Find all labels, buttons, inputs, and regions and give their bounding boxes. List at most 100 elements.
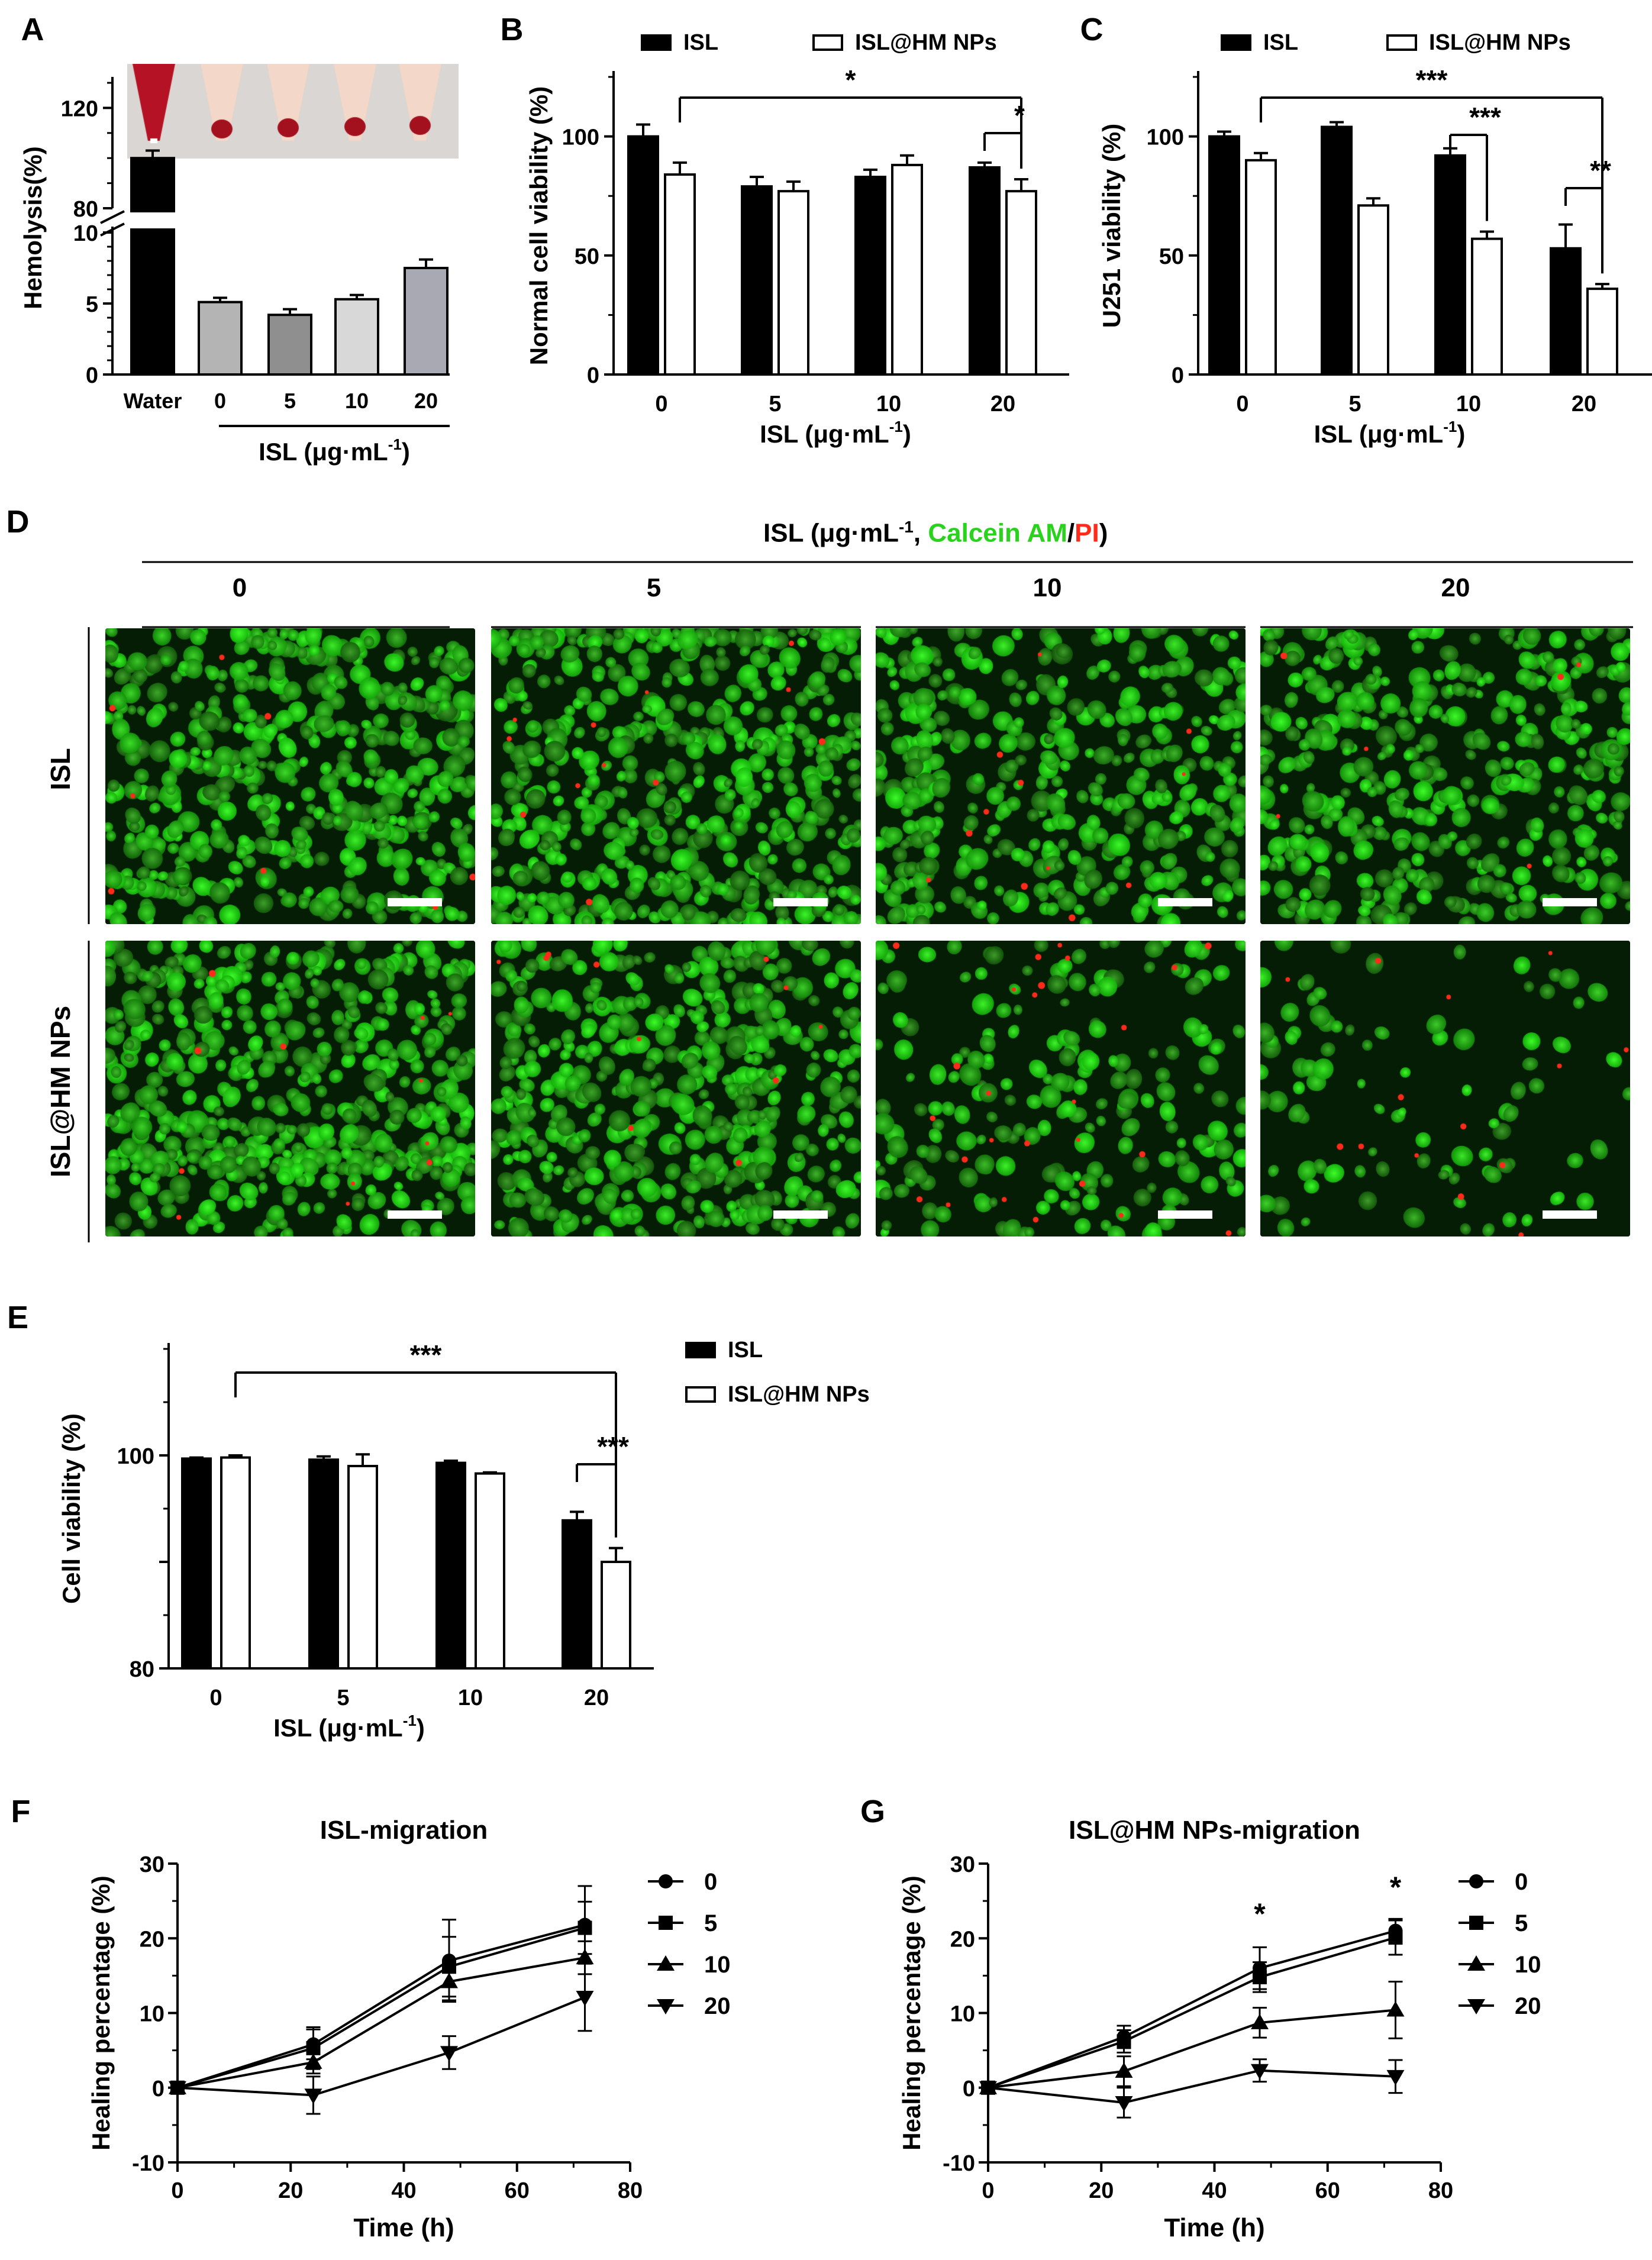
F-ytick-label: -10 <box>132 2151 164 2176</box>
E-sig-label: *** <box>597 1431 629 1462</box>
header-prefix: ISL (μg·mL <box>763 518 899 548</box>
B-bar-ISL@HM NPs-20 <box>1005 190 1037 376</box>
C-bar-ISL@HM NPs-10 <box>1471 237 1503 376</box>
A-xtick-label-20: 20 <box>414 389 438 413</box>
header-pi-label: PI <box>1075 518 1099 548</box>
C-ylabel: U251 viability (%) <box>1098 124 1125 328</box>
B-bar-ISL-10 <box>854 176 886 376</box>
scale-bar <box>388 1210 442 1219</box>
G-ylabel: Healing percentage (%) <box>898 1875 925 2150</box>
E-xlabel: ISL (μg·mL-1) <box>273 1712 425 1742</box>
panel-letter-E: E <box>7 1300 28 1335</box>
F-ylabel: Healing percentage (%) <box>87 1875 115 2150</box>
D-row-label-ISL-HM: ISL@HM NPs <box>45 1006 76 1177</box>
scale-bar <box>773 1210 828 1219</box>
F-xtick-label: 80 <box>618 2178 643 2203</box>
panel-letter-D: D <box>7 504 30 540</box>
A-bar-Water-lower <box>130 228 175 376</box>
header-superscript: -1 <box>898 518 914 536</box>
F-marker-square <box>577 1920 592 1935</box>
E-bar-ISL-20 <box>562 1519 592 1670</box>
E-ytick-label: 100 <box>117 1444 154 1469</box>
G-xtick-label: 60 <box>1315 2178 1340 2203</box>
A-axis-break-mark <box>100 210 125 224</box>
E-xtick-label-0: 0 <box>209 1686 222 1710</box>
G-marker-circle <box>1469 1874 1483 1888</box>
panel-letter-B: B <box>501 12 524 47</box>
G-marker-square <box>1469 1916 1483 1930</box>
G-legend-label: 5 <box>1515 1910 1528 1936</box>
G-marker-triangle-down <box>1115 2096 1133 2112</box>
E-legend-label: ISL@HM NPs <box>728 1382 870 1407</box>
G-marker-square <box>1117 2034 1131 2049</box>
B-legend-swatch <box>812 34 843 51</box>
F-marker-triangle-down <box>657 1999 675 2014</box>
F-xlabel: Time (h) <box>353 2213 454 2242</box>
E-bar-ISL@HM NPs-20 <box>601 1561 631 1670</box>
A-bar-Water-upper <box>130 157 175 213</box>
A-ytick-label: 10 <box>73 221 98 246</box>
D-row-label-ISL: ISL <box>45 748 76 790</box>
F-xtick-label: 40 <box>391 2178 416 2203</box>
E-bar-ISL@HM NPs-10 <box>475 1472 505 1670</box>
micrograph-header-title: ISL (μg·mL-1, Calcein AM/PI) <box>763 518 1108 548</box>
B-xtick-label-20: 20 <box>990 392 1015 417</box>
C-xtick-label-10: 10 <box>1456 392 1481 417</box>
C-bar-ISL@HM NPs-5 <box>1357 204 1389 376</box>
A-xtick-label-10: 10 <box>345 389 369 413</box>
F-series-line-5 <box>177 1926 586 2089</box>
A-bar-5 <box>267 314 312 376</box>
C-xtick-label-5: 5 <box>1348 392 1361 417</box>
F-ytick-label: 0 <box>152 2077 164 2101</box>
D-column-label-20: 20 <box>1441 573 1470 602</box>
E-ytick-label: 80 <box>130 1657 154 1682</box>
C-bar-ISL-5 <box>1321 125 1353 376</box>
B-sig-label: * <box>846 64 856 95</box>
F-marker-triangle-down <box>576 1990 594 2006</box>
F-legend-label: 0 <box>704 1869 717 1895</box>
B-ytick-label: 100 <box>562 125 599 150</box>
F-marker-triangle <box>304 2053 322 2069</box>
A-xtick-label-5: 5 <box>284 389 296 413</box>
C-sig-label: ** <box>1590 155 1611 186</box>
C-ytick-label: 0 <box>1172 363 1184 388</box>
C-xlabel: ISL (μg·mL-1) <box>1314 418 1466 448</box>
C-legend-label: ISL <box>1263 30 1298 55</box>
scale-bar <box>1543 898 1597 906</box>
micrograph-ISL-HM NPs-20 <box>1260 941 1630 1236</box>
F-marker-triangle-down <box>304 2088 322 2104</box>
G-xtick-label: 80 <box>1428 2178 1453 2203</box>
G-ytick-label: 20 <box>950 1927 975 1952</box>
B-xtick-label-0: 0 <box>655 392 667 417</box>
G-ytick-label: 10 <box>950 2002 975 2027</box>
panel-letter-G: G <box>860 1794 885 1829</box>
F-legend-label: 20 <box>704 1993 731 2019</box>
E-bar-ISL-10 <box>435 1461 466 1670</box>
C-bar-ISL@HM NPs-20 <box>1586 288 1618 376</box>
B-legend-swatch <box>641 34 672 51</box>
scale-bar <box>1158 1210 1212 1219</box>
micrograph-ISL-HM NPs-0 <box>105 941 475 1236</box>
panel-letter-A: A <box>21 12 44 47</box>
G-series-line-5 <box>988 1936 1396 2089</box>
G-marker-triangle-down <box>1467 1999 1485 2014</box>
G-title: ISL@HM NPs-migration <box>1069 1816 1360 1845</box>
E-bar-ISL-0 <box>181 1457 212 1670</box>
B-bar-ISL@HM NPs-0 <box>664 173 696 376</box>
F-marker-triangle <box>657 1955 675 1971</box>
E-sig-label: *** <box>410 1339 442 1370</box>
B-bar-ISL-5 <box>741 185 773 376</box>
F-marker-triangle-down <box>169 2081 186 2097</box>
scale-bar <box>773 898 828 906</box>
F-xtick-label: 20 <box>278 2178 303 2203</box>
F-legend-label: 10 <box>704 1952 731 1978</box>
micrograph-ISL-HM NPs-10 <box>876 941 1246 1236</box>
C-sig-label: *** <box>1469 102 1501 133</box>
G-ytick-label: 0 <box>963 2077 975 2101</box>
E-bar-ISL@HM NPs-5 <box>347 1465 378 1670</box>
A-xtick-label-0: 0 <box>214 389 226 413</box>
B-ytick-label: 50 <box>575 244 599 269</box>
F-xtick-label: 60 <box>505 2178 530 2203</box>
panel-letter-C: C <box>1080 12 1104 47</box>
G-marker-triangle <box>1467 1955 1485 1971</box>
